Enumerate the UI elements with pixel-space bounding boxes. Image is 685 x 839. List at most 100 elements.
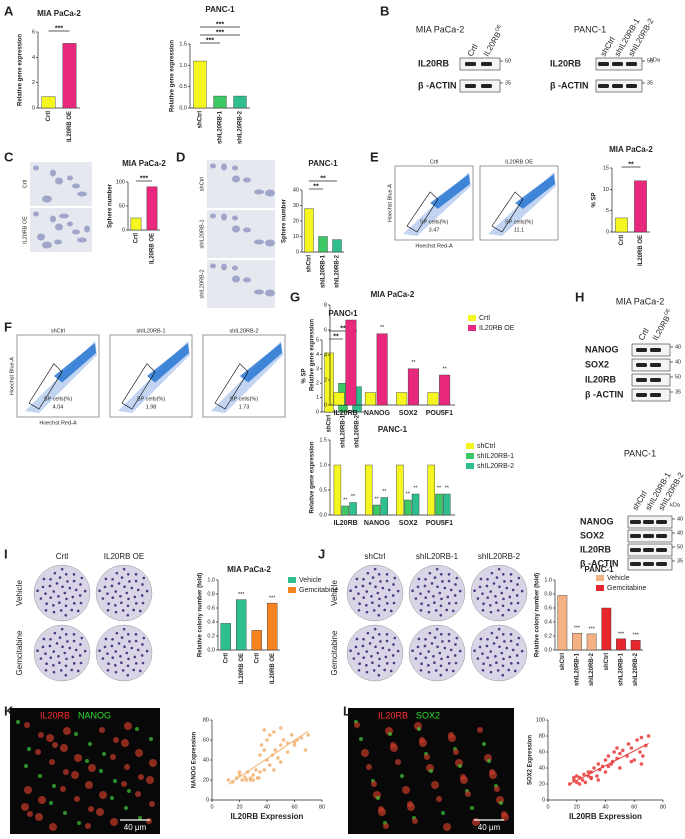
colony (122, 627, 126, 631)
cell (74, 796, 80, 802)
x-tick-label: POU5F1 (426, 520, 453, 527)
plate (408, 624, 466, 682)
point (262, 768, 267, 772)
colony (128, 640, 131, 643)
colony (114, 604, 117, 607)
colony (509, 602, 513, 605)
colony (454, 601, 458, 605)
colony (439, 633, 443, 636)
colony (83, 589, 87, 593)
colony (361, 584, 365, 588)
colony (495, 601, 498, 605)
colony (447, 662, 451, 665)
bar (251, 630, 262, 651)
point (303, 748, 308, 752)
row-label: NANOG (580, 516, 614, 526)
band (630, 534, 641, 538)
colony (72, 633, 76, 636)
flow-title: shIL20RB-2 (229, 328, 258, 334)
colony (441, 640, 444, 643)
colony (455, 636, 459, 640)
cell (489, 771, 497, 779)
colony (49, 596, 53, 599)
colony (64, 673, 68, 677)
colony (60, 627, 64, 631)
sphere (232, 225, 240, 233)
significance: *** (206, 37, 214, 44)
y-tick-label: 100 (536, 717, 545, 723)
colony (52, 604, 55, 607)
gate (491, 191, 524, 233)
colony (357, 652, 360, 655)
colony (362, 637, 365, 641)
colony (482, 662, 485, 665)
sphere (67, 175, 73, 181)
blot-frame (459, 79, 501, 93)
y-tick-label: 4 (324, 352, 327, 358)
colony (134, 662, 138, 665)
bar (318, 236, 328, 253)
band (636, 378, 647, 382)
x-tick-label: shIL20RB-1 (321, 254, 327, 288)
colony (64, 613, 68, 617)
cell (38, 732, 44, 738)
legend-swatch (466, 453, 474, 459)
cell (376, 796, 380, 800)
colony (134, 602, 138, 605)
cell (60, 786, 66, 792)
colony (423, 644, 427, 648)
bar (396, 464, 404, 516)
colony (424, 656, 428, 659)
colony (103, 645, 107, 649)
x-tick-label: 40 (602, 804, 608, 810)
panel-letter: F (4, 319, 12, 334)
colony (136, 648, 140, 652)
colony (61, 585, 64, 589)
significance: ** (333, 333, 339, 340)
row-label: β -ACTIN (550, 80, 589, 90)
y-tick-label: 0 (206, 797, 209, 803)
point (273, 748, 278, 752)
cell (99, 769, 103, 773)
colony (419, 652, 422, 655)
colony (434, 609, 438, 612)
colony (458, 649, 462, 653)
cell (102, 752, 106, 756)
bar (572, 633, 582, 651)
cell (138, 774, 144, 780)
marker-label: 35 (677, 558, 683, 564)
colony (447, 639, 451, 643)
colony (66, 640, 69, 643)
colony (358, 602, 361, 605)
colony (141, 661, 145, 665)
colony (104, 637, 108, 641)
significance: ** (437, 485, 442, 491)
colony (392, 601, 396, 605)
bar (634, 180, 647, 233)
panel-letter: K (4, 703, 14, 718)
colony (440, 657, 443, 661)
colony (374, 585, 377, 589)
significance: *** (216, 21, 224, 28)
cell (453, 749, 459, 755)
cell (27, 747, 31, 751)
row-label: β -ACTIN (585, 389, 624, 399)
colony (70, 668, 74, 672)
colony (357, 592, 360, 595)
flow-y-label: Hoechst Blue-A (9, 357, 15, 396)
trend-line (228, 730, 309, 785)
flow-y-label: Hoechst Blue-A (387, 184, 393, 223)
cell (402, 786, 410, 794)
colony (365, 590, 369, 593)
bar (601, 607, 612, 651)
point (272, 768, 276, 772)
colony (439, 673, 443, 677)
y-tick-label: 50 (119, 203, 125, 209)
colony (478, 645, 482, 649)
y-axis-label: Relative colony number (fold) (198, 573, 204, 657)
band (630, 548, 641, 552)
y-tick-label: 0.0 (207, 647, 215, 653)
colony (428, 631, 432, 635)
colony (106, 668, 110, 672)
marker-label: 35 (505, 80, 511, 86)
